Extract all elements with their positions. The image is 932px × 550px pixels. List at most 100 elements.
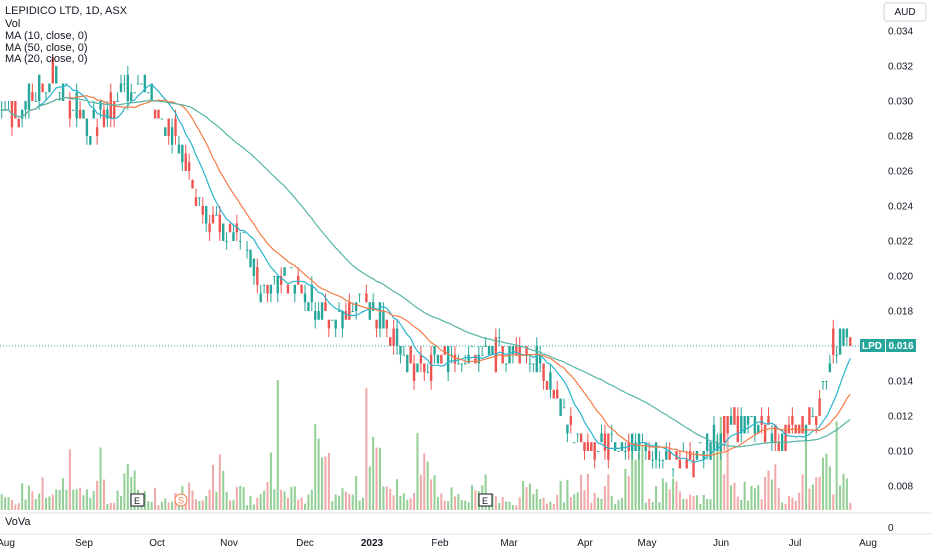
candle (102, 101, 106, 128)
volume-bar (143, 490, 146, 510)
candle (733, 407, 736, 425)
volume-bar (314, 424, 317, 510)
symbol-badge (860, 339, 885, 352)
volume-bar (75, 489, 78, 510)
volume-bar (430, 479, 433, 510)
volume-bar (283, 491, 286, 510)
y-tick-label: 0.020 (888, 272, 913, 283)
candle (106, 101, 109, 128)
volume-bar (293, 486, 296, 510)
candle (24, 101, 27, 119)
y-tick-label: 0.028 (888, 132, 913, 143)
candles (0, 57, 852, 478)
volume-bar (273, 489, 276, 510)
volume-bar (610, 495, 613, 510)
volume-bar (569, 497, 572, 510)
candle (716, 433, 719, 451)
candle (65, 83, 68, 85)
volume-bar (365, 388, 368, 510)
candle (341, 311, 344, 338)
volume-bar (494, 496, 497, 510)
candle (440, 354, 443, 364)
currency-button[interactable] (883, 2, 927, 22)
volume-bar (450, 487, 453, 510)
volume-bar (14, 504, 17, 510)
candle (797, 424, 801, 434)
volume-bar (474, 490, 477, 510)
volume-bar (709, 499, 712, 510)
volume-bar (753, 488, 756, 510)
candle (232, 223, 235, 241)
candle (218, 206, 222, 241)
candle (453, 346, 457, 373)
candle (20, 109, 24, 128)
candle (569, 407, 573, 434)
y-tick-label: 0.034 (888, 27, 913, 38)
candle (559, 398, 562, 416)
volume-bar (747, 500, 750, 510)
time-axis[interactable]: Aug Sep Oct Nov Dec 2023 Feb Mar Apr May Jun Jul Aug (0, 538, 877, 549)
volume-bar (102, 479, 105, 510)
candle (835, 346, 838, 364)
volume-bar (719, 416, 722, 510)
volume-bar (361, 497, 364, 510)
candle (31, 83, 34, 101)
volume-bar (48, 496, 51, 510)
x-tick-label: Apr (577, 538, 593, 549)
volume-bar (92, 490, 95, 510)
volume-bar (764, 476, 767, 510)
volume-bar (338, 495, 341, 510)
volume-bar (368, 466, 371, 510)
split-marker[interactable]: S (174, 493, 188, 507)
volume-bar (133, 470, 136, 510)
volume-bar (464, 500, 467, 510)
candle (423, 363, 426, 381)
volume-bar (706, 499, 709, 510)
candle (119, 74, 123, 93)
candle (757, 424, 760, 434)
volume-bar (767, 470, 770, 510)
volume-bar (566, 479, 569, 510)
volume-bar (205, 496, 208, 510)
volume-bar (545, 503, 548, 510)
volume-bar (580, 474, 583, 510)
candle (324, 293, 327, 311)
candle (208, 214, 211, 241)
volume-bar (644, 502, 647, 510)
candle (767, 407, 770, 425)
candle (273, 276, 276, 285)
volume-bar (798, 492, 801, 510)
volume-bar (624, 468, 627, 510)
candle (375, 319, 378, 338)
candle (194, 188, 198, 206)
volume-bar (695, 495, 698, 510)
candle (613, 442, 617, 451)
x-tick-label: Jun (713, 538, 729, 549)
candle (467, 346, 470, 364)
volume-bar (750, 485, 753, 510)
earnings-marker[interactable]: E (130, 493, 145, 507)
volume-bar (559, 481, 562, 510)
earnings-marker[interactable]: E (478, 493, 493, 507)
volume-bar (511, 504, 514, 510)
currency-button-label: AUD (894, 7, 915, 18)
price-axis[interactable]: 0.034 0.032 0.030 0.028 0.026 0.024 0.022 0.020… (888, 27, 913, 493)
volume-bar (406, 499, 409, 510)
volume-bar (556, 494, 559, 510)
volume-bar (576, 492, 579, 510)
candle (109, 83, 112, 128)
candle (607, 433, 610, 469)
volume-bar (637, 452, 641, 510)
volume-bar (351, 494, 354, 510)
candle (637, 433, 641, 460)
candle (470, 346, 474, 347)
candle (327, 319, 331, 338)
volume-bar (655, 486, 658, 510)
y-tick-label: 0.024 (888, 202, 913, 213)
candle (545, 381, 549, 390)
candle (682, 442, 685, 452)
candle (136, 74, 140, 85)
x-tick-label: Mar (500, 538, 518, 549)
candle (385, 319, 389, 338)
